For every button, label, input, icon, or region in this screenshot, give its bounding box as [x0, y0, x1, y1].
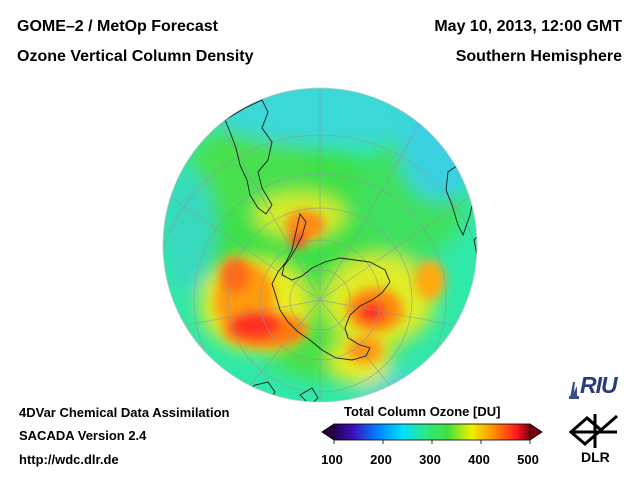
colorbar-tick-label: 200	[370, 452, 392, 467]
riu-logo-text: RIU	[580, 372, 618, 398]
colorbar-title: Total Column Ozone [DU]	[344, 404, 501, 419]
colorbar-ticks	[333, 440, 531, 444]
footer-url[interactable]: http://wdc.dlr.de	[19, 452, 119, 467]
title-datetime: May 10, 2013, 12:00 GMT	[434, 18, 622, 35]
colorbar-tick-label: 400	[468, 452, 490, 467]
title-instrument: GOME–2 / MetOp Forecast	[17, 18, 218, 35]
dlr-logo: DLR	[565, 410, 623, 470]
footer-version: SACADA Version 2.4	[19, 428, 147, 443]
title-variable: Ozone Vertical Column Density	[17, 48, 254, 65]
riu-logo: RIU	[568, 372, 628, 400]
colorbar-tick-label: 300	[419, 452, 441, 467]
colorbar-tick-label: 500	[517, 452, 539, 467]
dlr-logo-text: DLR	[581, 449, 610, 465]
colorbar-tick-label: 100	[321, 452, 343, 467]
title-hemisphere: Southern Hemisphere	[455, 48, 622, 65]
colorbar-max-arrow	[529, 423, 543, 441]
graticule	[163, 88, 477, 402]
colorbar-ramp	[333, 423, 531, 441]
footer-assimilation: 4DVar Chemical Data Assimilation	[19, 405, 230, 420]
colorbar-min-arrow	[321, 423, 335, 441]
